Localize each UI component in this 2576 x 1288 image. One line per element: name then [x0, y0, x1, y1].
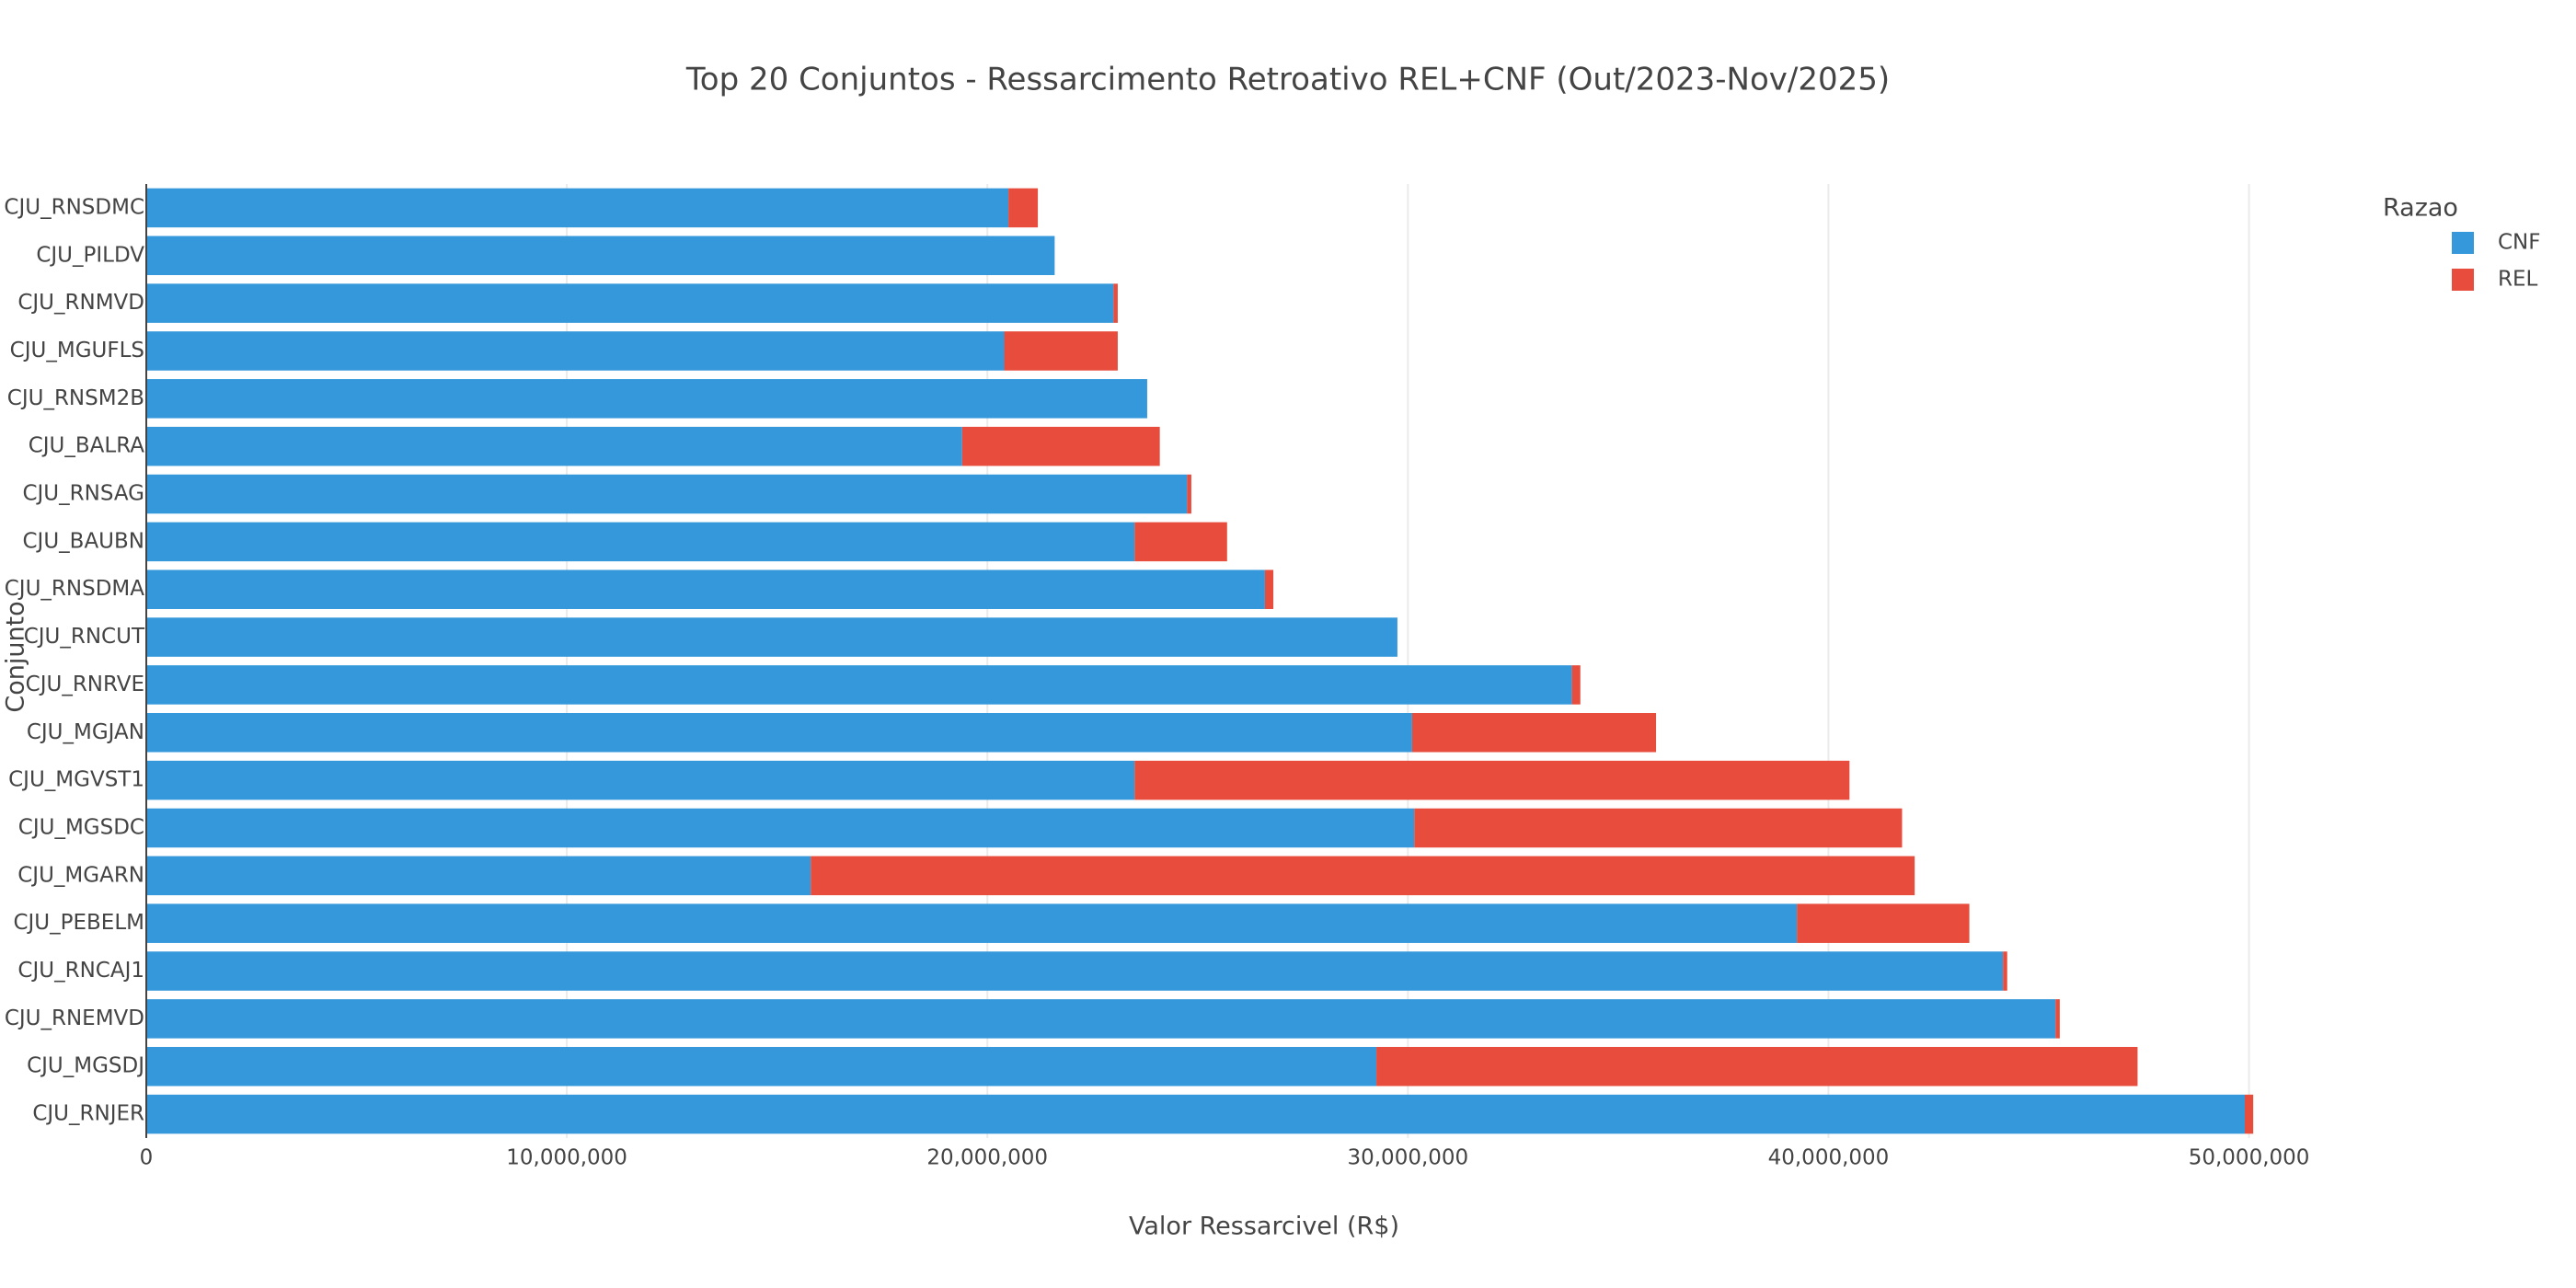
legend-label: CNF: [2498, 231, 2541, 255]
y-tick-label: CJU_MGJAN: [27, 720, 144, 744]
y-tick-label: CJU_BAUBN: [22, 529, 144, 553]
bar-segment: [146, 760, 1135, 800]
y-tick-label: CJU_MGVST1: [8, 768, 144, 792]
bar-segment: [1797, 903, 1970, 943]
bar-segment: [2003, 951, 2007, 991]
bar-segment: [961, 426, 1160, 466]
y-tick-label: CJU_RNSAG: [22, 482, 144, 506]
bar-segment: [146, 331, 1005, 371]
bar-segment: [2055, 999, 2060, 1039]
bar-segment: [1376, 1046, 2138, 1087]
y-tick-label: CJU_MGUFLS: [10, 339, 144, 362]
bar-segment: [146, 188, 1009, 228]
x-tick-label: 50,000,000: [2189, 1146, 2310, 1170]
bar-segment: [1004, 331, 1118, 371]
bar-segment: [146, 617, 1397, 657]
bar-segment: [146, 713, 1412, 753]
x-tick-label: 40,000,000: [1768, 1146, 1890, 1170]
x-tick-label: 20,000,000: [926, 1146, 1048, 1170]
bar-segment: [1187, 474, 1191, 514]
y-tick-label: CJU_PEBELM: [13, 911, 144, 935]
y-tick-label: CJU_RNCAJ1: [17, 959, 144, 983]
y-tick-label: CJU_RNJER: [32, 1102, 144, 1126]
legend-swatch: [2452, 269, 2474, 291]
y-tick-label: CJU_RNSDMA: [5, 577, 145, 601]
x-tick-label: 30,000,000: [1347, 1146, 1468, 1170]
bar-segment: [146, 283, 1114, 323]
legend-swatch: [2452, 232, 2474, 254]
chart-title: Top 20 Conjuntos - Ressarcimento Retroat…: [685, 62, 1890, 98]
y-tick-label: CJU_RNEMVD: [5, 1006, 144, 1030]
y-tick-label: CJU_BALRA: [29, 434, 145, 458]
bar-segment: [1134, 760, 1850, 800]
y-tick-label: CJU_RNSM2B: [7, 386, 144, 410]
x-tick-label: 10,000,000: [506, 1146, 627, 1170]
bar-segment: [146, 903, 1798, 943]
bar-segment: [146, 236, 1055, 276]
x-tick-label: 0: [140, 1146, 154, 1170]
bar-segment: [146, 474, 1188, 514]
bar-segment: [146, 426, 962, 466]
bar-segment: [146, 1046, 1377, 1087]
bar-segment: [146, 951, 2004, 991]
bar-segment: [146, 856, 811, 896]
y-tick-label: CJU_PILDV: [36, 243, 144, 267]
legend-label: REL: [2498, 268, 2538, 292]
bar-segment: [146, 1094, 2246, 1134]
bar-segment: [146, 569, 1265, 609]
y-tick-label: CJU_RNSDMC: [4, 195, 144, 219]
legend-title: Razao: [2383, 194, 2458, 223]
bar-segment: [1264, 569, 1274, 609]
y-tick-label: CJU_RNCUT: [24, 625, 145, 649]
bar-segment: [1414, 808, 1903, 848]
bar-segment: [146, 379, 1147, 419]
bar-segment: [1134, 522, 1227, 562]
bar-segment: [146, 665, 1572, 705]
y-axis-title: Conjunto: [2, 601, 30, 712]
y-tick-label: CJU_MGSDJ: [27, 1054, 144, 1078]
y-tick-label: CJU_MGARN: [17, 863, 144, 887]
bar-segment: [146, 522, 1135, 562]
bar-segment: [146, 999, 2056, 1039]
x-axis-title: Valor Ressarcivel (R$): [1129, 1213, 1399, 1241]
y-tick-label: CJU_RNRVE: [26, 673, 144, 696]
bar-segment: [1411, 713, 1657, 753]
bar-segment: [1008, 188, 1039, 228]
bar-segment: [1113, 283, 1118, 323]
y-tick-label: CJU_MGSDC: [18, 815, 144, 839]
bar-segment: [1571, 665, 1581, 705]
bar-segment: [146, 808, 1415, 848]
bar-segment: [2245, 1094, 2254, 1134]
bar-segment: [811, 856, 1915, 896]
y-tick-label: CJU_RNMVD: [17, 291, 144, 315]
